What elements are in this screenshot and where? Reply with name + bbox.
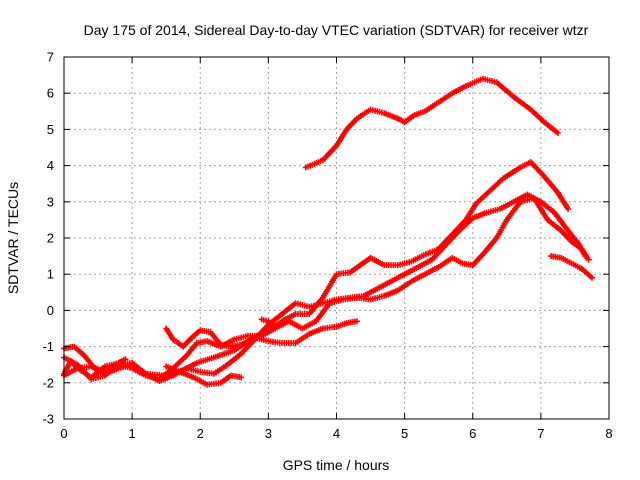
x-axis-label: GPS time / hours xyxy=(283,457,390,473)
series-markers-track-a xyxy=(302,75,561,171)
series-markers-track-e xyxy=(163,318,360,350)
series-track-e xyxy=(163,318,360,350)
y-tick-label: -3 xyxy=(42,412,54,427)
y-tick-label: -2 xyxy=(42,375,54,390)
x-tick-label: 3 xyxy=(265,426,272,441)
y-axis-label: SDTVAR / TECUs xyxy=(5,182,21,294)
series-track-a xyxy=(302,75,561,171)
series-markers-track-f xyxy=(163,363,245,388)
x-tick-label: 2 xyxy=(197,426,204,441)
x-tick-label: 0 xyxy=(60,426,67,441)
x-tick-label: 4 xyxy=(333,426,340,441)
series-layer xyxy=(61,75,595,388)
x-tick-label: 1 xyxy=(129,426,136,441)
y-tick-label: 5 xyxy=(47,122,54,137)
y-tick-label: 3 xyxy=(47,194,54,209)
grid xyxy=(64,57,609,419)
series-track-f xyxy=(163,363,245,388)
x-tick-label: 5 xyxy=(401,426,408,441)
ticks: 0 1 2 3 4 5 6 7 8 -3 -2 -1 0 1 2 3 4 5 6 7 xyxy=(42,50,612,442)
y-tick-label: 0 xyxy=(47,303,54,318)
y-tick-label: 4 xyxy=(47,158,54,173)
x-tick-label: 8 xyxy=(605,426,612,441)
series-track-b xyxy=(61,159,572,379)
y-tick-label: 6 xyxy=(47,86,54,101)
y-tick-label: 7 xyxy=(47,50,54,65)
series-markers-track-h xyxy=(258,316,279,330)
y-tick-label: 2 xyxy=(47,231,54,246)
series-track-d xyxy=(61,195,592,383)
series-markers-track-d xyxy=(61,195,592,383)
series-markers-track-b xyxy=(61,159,572,379)
y-tick-label: 1 xyxy=(47,267,54,282)
y-tick-label: -1 xyxy=(42,339,54,354)
series-track-i xyxy=(548,253,595,281)
x-tick-label: 7 xyxy=(537,426,544,441)
x-tick-label: 6 xyxy=(469,426,476,441)
series-track-h xyxy=(258,316,279,330)
chart-title: Day 175 of 2014, Sidereal Day-to-day VTE… xyxy=(84,22,589,38)
series-markers-track-i xyxy=(548,253,595,281)
